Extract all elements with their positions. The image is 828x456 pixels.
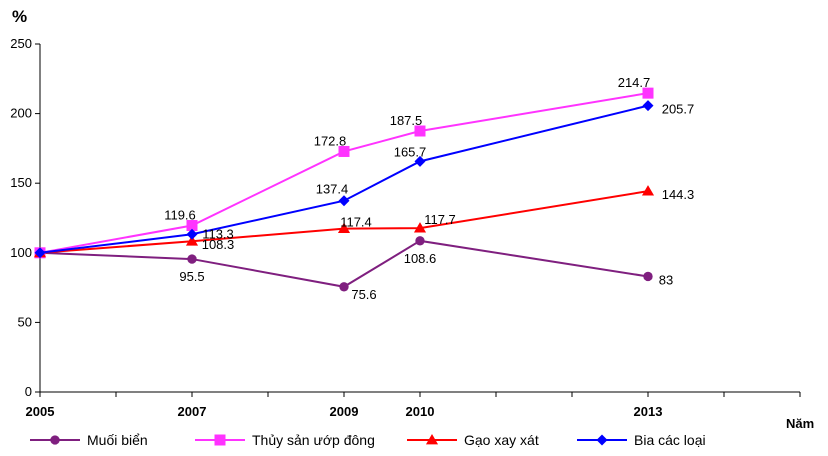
data-label: 108.6 (404, 251, 437, 266)
x-tick-label: 2007 (178, 404, 207, 419)
y-tick-label: 100 (10, 245, 32, 260)
series-3 (34, 100, 654, 259)
legend: Muối biển Thủy sản ướp đông Gạo xay xát Bia… (30, 432, 706, 448)
x-axis-ticks: 2005 2007 2009 2010 2013 (26, 392, 801, 419)
data-label: 205.7 (662, 102, 695, 117)
series-line (39, 239, 649, 288)
data-point (186, 228, 198, 240)
data-point (643, 271, 653, 282)
data-label: 214.7 (618, 75, 651, 90)
x-tick-label: 2009 (330, 404, 359, 419)
y-tick-label: 50 (18, 314, 32, 329)
x-tick-label: 2005 (26, 404, 55, 419)
legend-item-1: Thủy sản ướp đông (195, 432, 375, 448)
y-tick-label: 0 (25, 384, 32, 399)
data-point (425, 433, 439, 445)
x-axis-title: Năm (786, 416, 814, 431)
legend-label: Gạo xay xát (464, 432, 539, 448)
legend-item-3: Bia các loại (577, 432, 706, 448)
legend-item-0: Muối biển (30, 432, 148, 448)
data-label: 113.3 (202, 226, 234, 241)
data-point (187, 254, 197, 264)
legend-label: Bia các loại (634, 432, 706, 448)
legend-item-2: Gạo xay xát (407, 432, 539, 448)
data-point (214, 434, 226, 446)
data-point (641, 185, 655, 196)
data-label: 108.3 (202, 237, 235, 252)
data-label: 83 (659, 272, 673, 287)
data-point (338, 195, 350, 207)
data-point (642, 100, 654, 112)
data-point (34, 247, 46, 259)
y-axis-title: % (12, 7, 27, 26)
legend-label: Muối biển (87, 432, 148, 448)
data-label: 137.4 (316, 182, 349, 197)
series-0 (35, 236, 653, 292)
data-point (338, 145, 350, 157)
data-label: 75.6 (351, 287, 376, 302)
data-point (50, 435, 60, 445)
data-point (596, 434, 608, 446)
data-label: 172.8 (314, 133, 347, 148)
x-tick-label: 2010 (406, 404, 435, 419)
legend-label: Thủy sản ướp đông (252, 432, 375, 448)
data-label: 117.4 (340, 215, 372, 230)
data-labels: 95.5 75.6 108.6 83 119.6 172.8 187.5 214.7 108.3… (164, 75, 694, 302)
data-point (339, 282, 349, 292)
data-point (337, 222, 351, 233)
y-tick-label: 150 (10, 175, 32, 190)
data-label: 187.5 (390, 113, 423, 128)
data-label: 95.5 (179, 269, 204, 284)
data-point (414, 155, 426, 167)
data-label: 119.6 (164, 208, 196, 223)
data-label: 144.3 (662, 187, 695, 202)
data-label: 165.7 (394, 144, 427, 159)
series-layer (33, 87, 655, 292)
data-label: 117.7 (424, 212, 456, 227)
data-point (413, 222, 427, 233)
y-tick-label: 250 (10, 36, 32, 51)
y-tick-label: 200 (10, 106, 32, 121)
axes (39, 44, 800, 393)
data-point (186, 220, 198, 232)
x-tick-label: 2013 (634, 404, 663, 419)
data-point (414, 125, 426, 137)
data-point (415, 236, 425, 246)
data-point (642, 87, 654, 99)
data-point (185, 235, 199, 246)
y-axis-ticks: 0 50 100 150 200 250 (10, 36, 40, 399)
